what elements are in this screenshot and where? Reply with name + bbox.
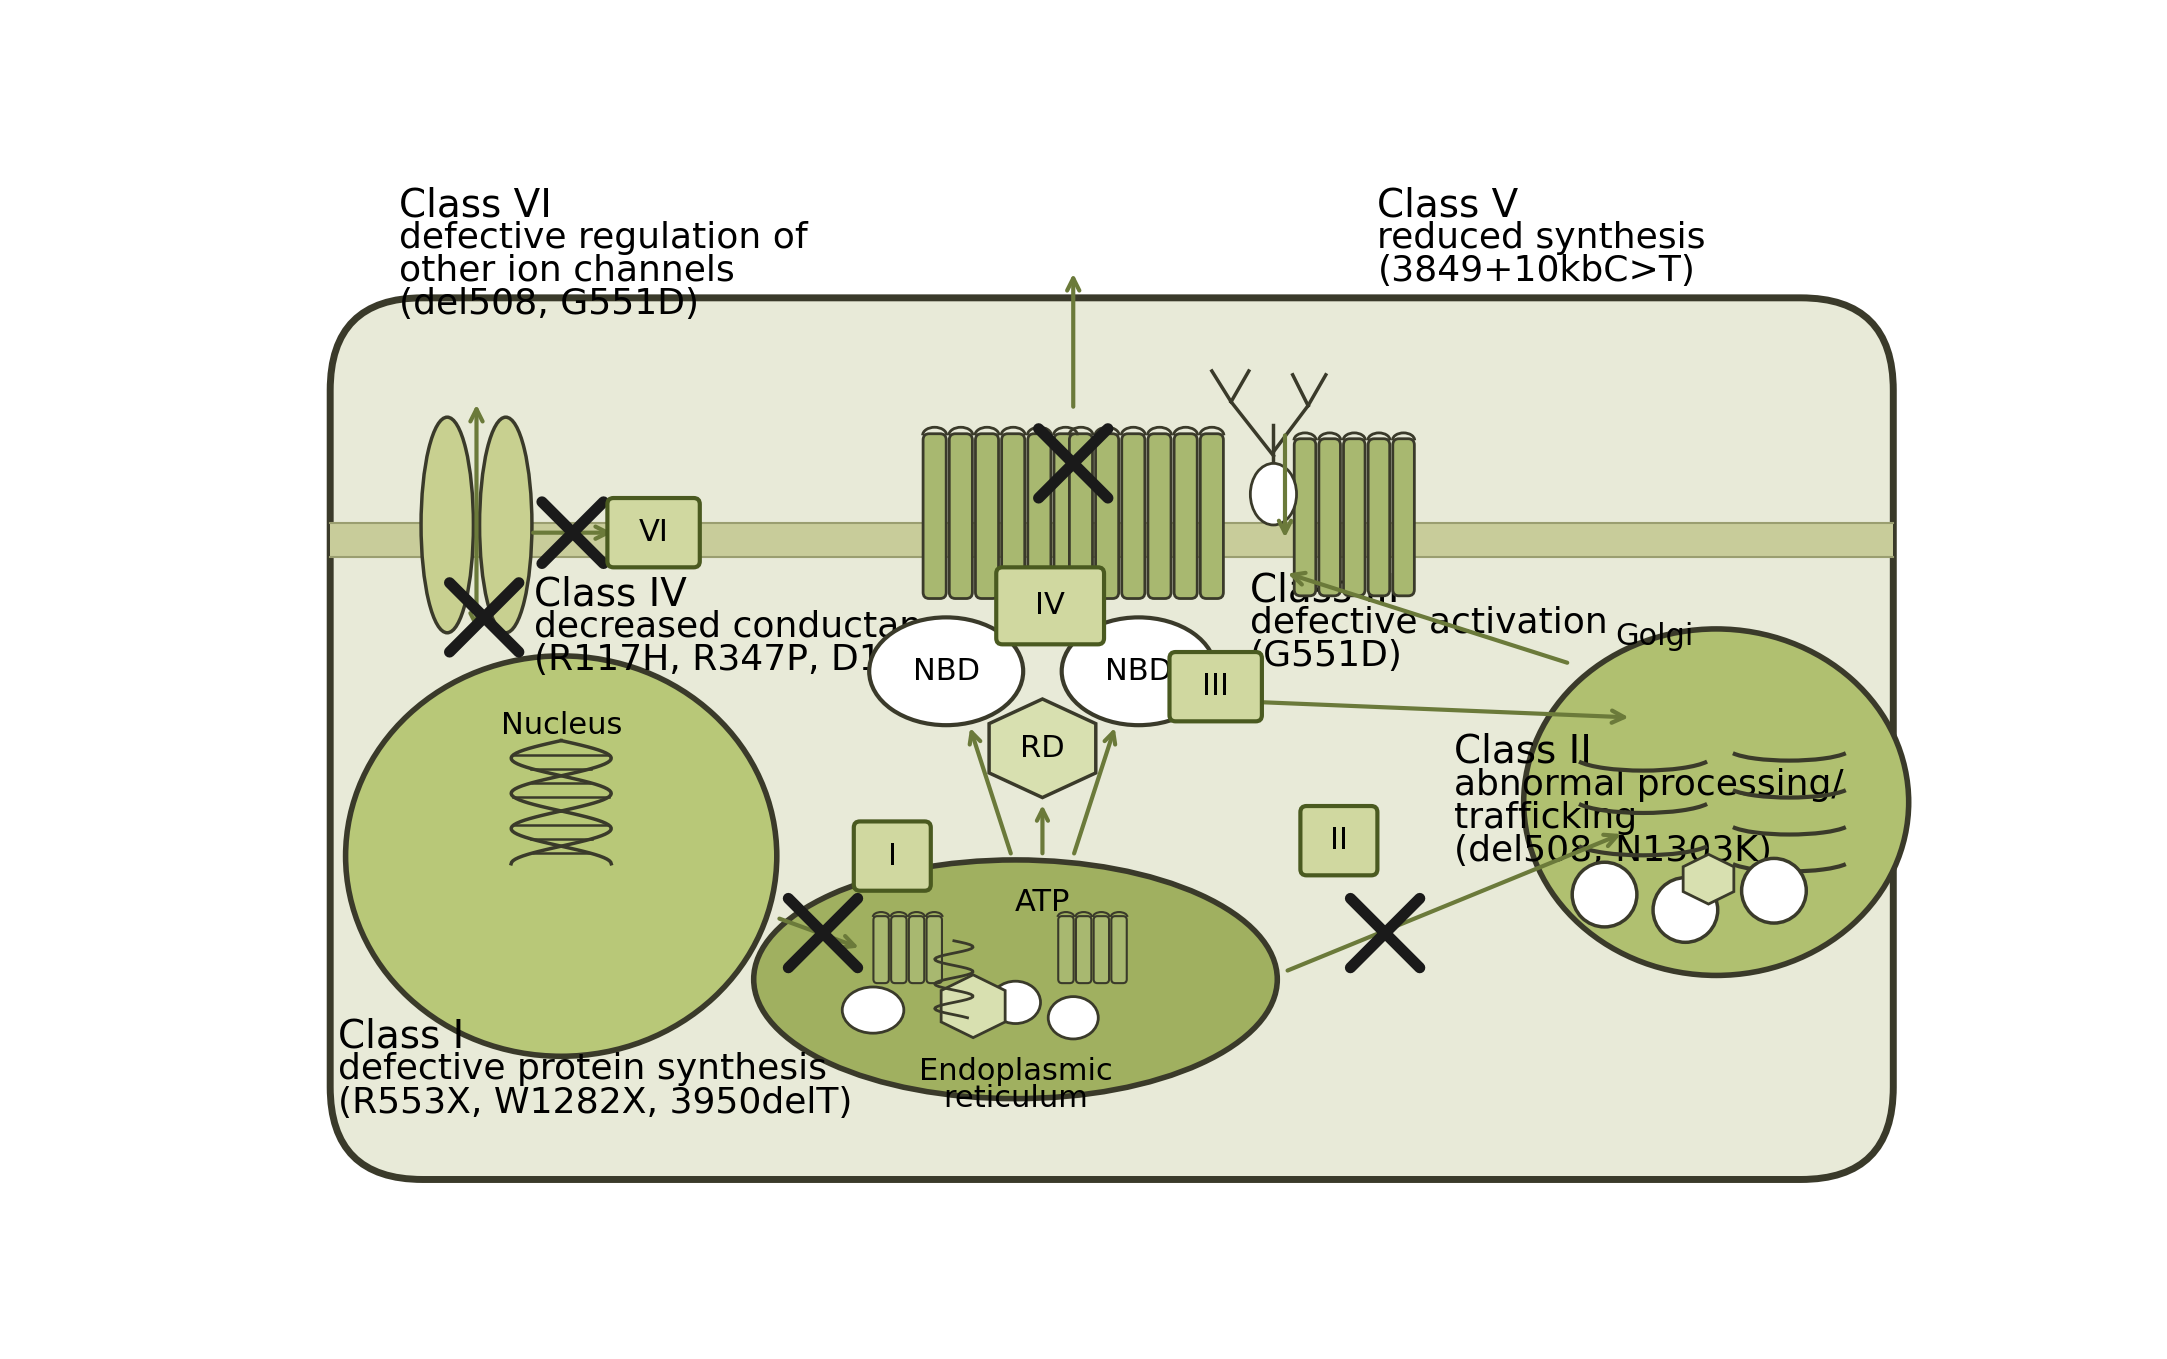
Ellipse shape [869,617,1023,726]
Text: I: I [888,841,897,871]
Text: abnormal processing/: abnormal processing/ [1454,768,1844,802]
FancyBboxPatch shape [1393,439,1415,595]
Text: defective regulation of: defective regulation of [399,220,808,255]
FancyBboxPatch shape [1201,434,1224,598]
FancyBboxPatch shape [1112,916,1127,983]
FancyBboxPatch shape [949,434,973,598]
FancyBboxPatch shape [975,434,999,598]
Text: Endoplasmic: Endoplasmic [919,1057,1112,1086]
Text: (3849+10kbC>T): (3849+10kbC>T) [1378,254,1695,288]
Polygon shape [940,974,1005,1038]
Ellipse shape [1523,629,1909,976]
Ellipse shape [1049,996,1099,1038]
Text: VI: VI [639,518,670,548]
Text: II: II [1331,826,1348,855]
Ellipse shape [479,417,531,633]
FancyBboxPatch shape [1001,434,1025,598]
Text: Class IV: Class IV [535,575,687,613]
Bar [329,523,1894,557]
FancyBboxPatch shape [997,567,1103,644]
FancyBboxPatch shape [873,916,888,983]
Circle shape [1742,859,1807,923]
Text: (R117H, R347P, D1152H): (R117H, R347P, D1152H) [535,643,992,677]
FancyBboxPatch shape [927,916,943,983]
Ellipse shape [420,417,472,633]
FancyBboxPatch shape [1344,439,1365,595]
Text: reduced synthesis: reduced synthesis [1378,220,1705,255]
Text: decreased conductance: decreased conductance [535,610,964,644]
Ellipse shape [754,860,1276,1098]
Text: Nucleus: Nucleus [501,711,622,739]
Text: NBD: NBD [912,656,979,686]
Ellipse shape [1062,617,1216,726]
Text: Class III: Class III [1250,571,1400,609]
Text: reticulum: reticulum [943,1084,1088,1113]
FancyBboxPatch shape [1077,916,1092,983]
FancyBboxPatch shape [1094,916,1110,983]
FancyBboxPatch shape [1367,439,1389,595]
Text: Class VI: Class VI [399,186,553,224]
FancyBboxPatch shape [891,916,906,983]
Ellipse shape [345,656,776,1056]
Text: (del508, N1303K): (del508, N1303K) [1454,834,1773,868]
FancyBboxPatch shape [1123,434,1144,598]
Ellipse shape [1250,463,1296,525]
FancyBboxPatch shape [1300,806,1378,875]
Text: (del508, G551D): (del508, G551D) [399,287,700,321]
FancyBboxPatch shape [1320,439,1341,595]
Text: trafficking: trafficking [1454,800,1638,834]
FancyBboxPatch shape [1175,434,1196,598]
Text: III: III [1203,673,1229,701]
FancyBboxPatch shape [1068,434,1092,598]
FancyBboxPatch shape [923,434,947,598]
FancyBboxPatch shape [908,916,925,983]
Polygon shape [1684,855,1734,904]
Circle shape [1573,862,1636,927]
FancyBboxPatch shape [1057,916,1073,983]
FancyBboxPatch shape [1170,652,1261,722]
Text: defective activation: defective activation [1250,606,1608,640]
FancyBboxPatch shape [1294,439,1315,595]
FancyBboxPatch shape [854,821,932,890]
FancyBboxPatch shape [1149,434,1170,598]
Polygon shape [988,699,1097,798]
Ellipse shape [843,987,904,1033]
FancyBboxPatch shape [1053,434,1077,598]
Text: Golgi: Golgi [1614,622,1695,651]
Text: other ion channels: other ion channels [399,254,735,288]
FancyBboxPatch shape [1097,434,1118,598]
Circle shape [1653,878,1718,942]
Text: IV: IV [1036,591,1064,620]
Text: Class II: Class II [1454,733,1593,771]
Text: Class V: Class V [1378,186,1519,224]
Text: NBD: NBD [1105,656,1172,686]
FancyBboxPatch shape [1027,434,1051,598]
Text: (G551D): (G551D) [1250,639,1404,673]
Text: (R553X, W1282X, 3950delT): (R553X, W1282X, 3950delT) [338,1086,852,1120]
FancyBboxPatch shape [607,497,700,567]
Text: ATP: ATP [1014,887,1070,917]
Text: Class I: Class I [338,1018,464,1056]
FancyBboxPatch shape [329,298,1894,1180]
Ellipse shape [990,981,1040,1023]
Text: defective protein synthesis: defective protein synthesis [338,1052,828,1086]
Text: RD: RD [1021,734,1064,762]
